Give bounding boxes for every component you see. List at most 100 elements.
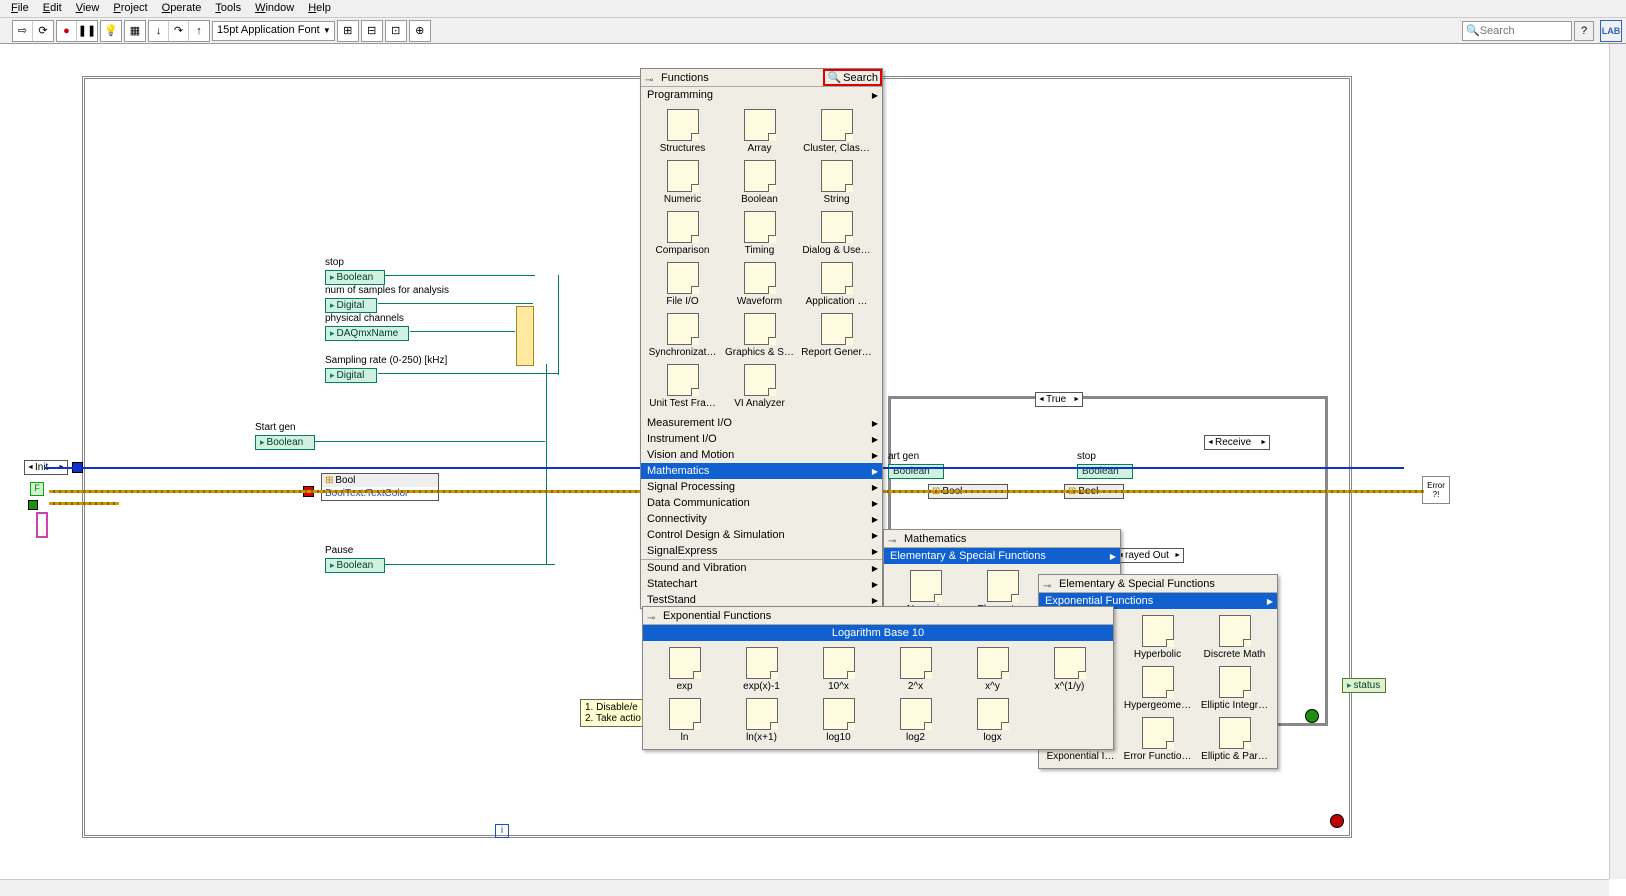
palette-cell[interactable]: Numeric <box>645 158 720 207</box>
menu-tools[interactable]: Tools <box>208 0 248 17</box>
align-icon[interactable]: ⊞ <box>338 21 358 41</box>
palette-functions[interactable]: ⊸Functions 🔍Search Programming Structure… <box>640 68 883 609</box>
palette-cell[interactable]: Timing <box>722 209 797 258</box>
palette-cell[interactable]: Waveform <box>722 260 797 309</box>
palette-cell[interactable]: Comparison <box>645 209 720 258</box>
palette-list-item[interactable]: Control Design & Simulation <box>641 527 882 543</box>
case-selector-true[interactable]: True <box>1035 392 1083 407</box>
error-handler[interactable]: Error?! <box>1422 476 1450 504</box>
palette-cell[interactable]: 2^x <box>878 645 953 694</box>
palette-cell[interactable]: exp <box>647 645 722 694</box>
palette-cell[interactable]: Unit Test Fra… <box>645 362 720 411</box>
palette-cell[interactable]: ln(x+1) <box>724 696 799 745</box>
palette-cell[interactable]: ln <box>647 696 722 745</box>
palette-cell[interactable]: Array <box>722 107 797 156</box>
palette-list-item[interactable]: Signal Processing <box>641 479 882 495</box>
palette-cell[interactable]: Hyperbolic <box>1120 613 1195 662</box>
terminal-startgen[interactable]: ▸Boolean <box>255 435 315 450</box>
palette-cell[interactable]: exp(x)-1 <box>724 645 799 694</box>
menu-file[interactable]: File <box>4 0 36 17</box>
palette-cell[interactable] <box>799 362 874 411</box>
palette-list-item[interactable]: Data Communication <box>641 495 882 511</box>
palette-cell[interactable]: Dialog & Use… <box>799 209 874 258</box>
palette-list-item[interactable]: Connectivity <box>641 511 882 527</box>
palette-cell[interactable]: Synchronizat… <box>645 311 720 360</box>
font-selector[interactable]: 15pt Application Font <box>212 21 335 41</box>
palette-cell[interactable]: Elliptic & Par… <box>1197 715 1272 764</box>
palette-list-item[interactable]: Instrument I/O <box>641 431 882 447</box>
palette-cell[interactable]: Report Gener… <box>799 311 874 360</box>
cluster-constant[interactable] <box>36 512 48 538</box>
resize-icon[interactable]: ⊡ <box>386 21 406 41</box>
palette-cell[interactable]: log10 <box>801 696 876 745</box>
palette-list-item[interactable]: Statechart <box>641 576 882 592</box>
palette-cell[interactable]: 10^x <box>801 645 876 694</box>
palette-cell[interactable]: Boolean <box>722 158 797 207</box>
highlight-icon[interactable]: 💡 <box>101 21 121 41</box>
menu-project[interactable]: Project <box>106 0 154 17</box>
run-icon[interactable]: ⇨ <box>13 21 33 41</box>
run-cont-icon[interactable]: ⟳ <box>33 21 53 41</box>
palette-search-highlighted[interactable]: 🔍Search <box>823 69 882 86</box>
palette-list-item[interactable]: SignalExpress <box>641 543 882 559</box>
palette-cell[interactable]: x^(1/y) <box>1032 645 1107 694</box>
retain-icon[interactable]: ▦ <box>125 21 145 41</box>
terminal-numsamples[interactable]: ▸Digital <box>325 298 377 313</box>
case-selector-receive[interactable]: Receive <box>1204 435 1270 450</box>
pin-icon[interactable]: ⊸ <box>645 75 653 86</box>
block-diagram[interactable]: Init F stop ▸Boolean num of samples for … <box>0 44 1626 896</box>
palette-cell[interactable] <box>1032 696 1107 745</box>
comment[interactable]: 1. Disable/e 2. Take actio <box>580 699 648 727</box>
property-node[interactable]: ⊞Bool BoolText.TextColor <box>321 473 439 501</box>
distribute-icon[interactable]: ⊟ <box>362 21 382 41</box>
terminal-stop[interactable]: ▸Boolean <box>325 270 385 285</box>
palette-cell[interactable]: Error Functio… <box>1120 715 1195 764</box>
palette-cell[interactable]: Structures <box>645 107 720 156</box>
menu-help[interactable]: Help <box>301 0 338 17</box>
help-icon[interactable]: ? <box>1574 21 1594 41</box>
step-into-icon[interactable]: ↓ <box>149 21 169 41</box>
menu-operate[interactable]: Operate <box>155 0 209 17</box>
palette-cell[interactable]: logx <box>955 696 1030 745</box>
scrollbar-vertical[interactable] <box>1609 44 1626 879</box>
menu-window[interactable]: Window <box>248 0 301 17</box>
terminal-rate[interactable]: ▸Digital <box>325 368 377 383</box>
loop-condition[interactable] <box>1330 814 1344 828</box>
case-selector-grayed[interactable]: rayed Out <box>1114 548 1184 563</box>
palette-item-elementary[interactable]: Elementary & Special Functions <box>884 548 1120 564</box>
step-out-icon[interactable]: ↑ <box>189 21 209 41</box>
menu-view[interactable]: View <box>69 0 107 17</box>
false-constant[interactable]: F <box>30 482 44 496</box>
palette-cell[interactable]: Discrete Math <box>1197 613 1272 662</box>
palette-cell[interactable]: File I/O <box>645 260 720 309</box>
terminal-pause[interactable]: ▸Boolean <box>325 558 385 573</box>
palette-cell[interactable]: Hypergeome… <box>1120 664 1195 713</box>
terminal-channels[interactable]: ▸DAQmxName <box>325 326 409 341</box>
palette-cell[interactable]: x^y <box>955 645 1030 694</box>
search-input[interactable] <box>1480 25 1560 37</box>
palette-cell[interactable]: Cluster, Clas… <box>799 107 874 156</box>
pause-icon[interactable]: ❚❚ <box>77 21 97 41</box>
palette-cell[interactable]: Graphics & S… <box>722 311 797 360</box>
loop-condition-inner[interactable] <box>1305 709 1319 723</box>
palette-cell[interactable]: String <box>799 158 874 207</box>
toolbar-search[interactable]: 🔍 <box>1462 21 1572 41</box>
step-over-icon[interactable]: ↷ <box>169 21 189 41</box>
scrollbar-horizontal[interactable] <box>0 879 1609 896</box>
palette-item-log10[interactable]: Logarithm Base 10 <box>643 625 1113 641</box>
reorder-icon[interactable]: ⊕ <box>410 21 430 41</box>
palette-list-item[interactable]: Measurement I/O <box>641 415 882 431</box>
menu-edit[interactable]: Edit <box>36 0 69 17</box>
palette-crumb-programming[interactable]: Programming <box>641 87 882 103</box>
palette-exponential[interactable]: ⊸Exponential Functions Logarithm Base 10… <box>642 606 1114 750</box>
palette-cell[interactable]: Elliptic Integr… <box>1197 664 1272 713</box>
palette-cell[interactable]: VI Analyzer <box>722 362 797 411</box>
palette-list-item[interactable]: Vision and Motion <box>641 447 882 463</box>
palette-cell[interactable]: Application … <box>799 260 874 309</box>
bundle-node[interactable] <box>516 306 534 366</box>
palette-list-item[interactable]: Sound and Vibration <box>641 560 882 576</box>
palette-list-item[interactable]: Mathematics <box>641 463 882 479</box>
abort-icon[interactable]: ● <box>57 21 77 41</box>
indicator-status[interactable]: ▸status <box>1342 678 1386 693</box>
palette-cell[interactable]: log2 <box>878 696 953 745</box>
